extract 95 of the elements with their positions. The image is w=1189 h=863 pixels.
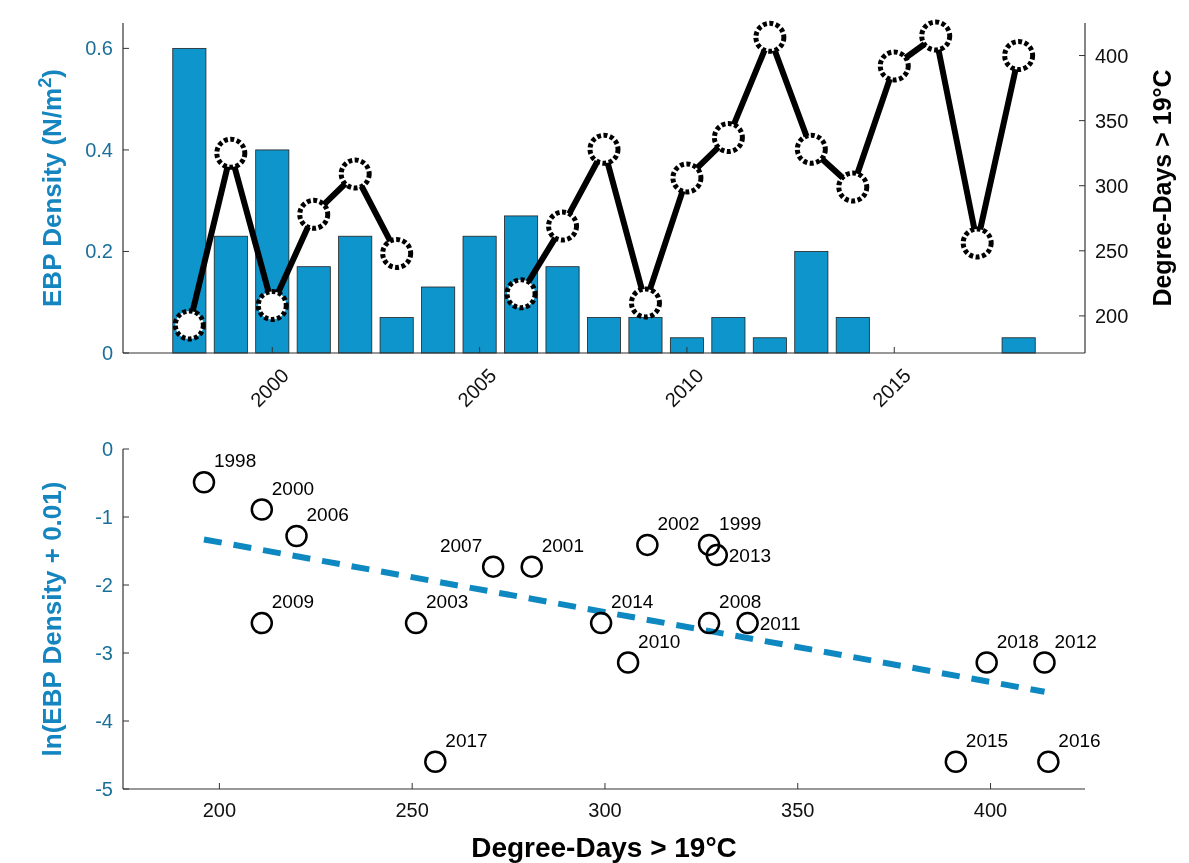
annotation: 2016 bbox=[1058, 729, 1101, 751]
x-tick-label: 200 bbox=[202, 799, 237, 821]
point bbox=[919, 19, 953, 53]
point bbox=[380, 236, 414, 270]
y-tick-label: 0.4 bbox=[85, 138, 113, 161]
y-tick-label: 0 bbox=[101, 438, 113, 460]
annotation: 2018 bbox=[996, 630, 1039, 652]
bar bbox=[213, 235, 248, 354]
annotation: 2017 bbox=[445, 729, 488, 751]
bar bbox=[379, 317, 414, 354]
annotation: 2000 bbox=[271, 477, 315, 499]
point bbox=[338, 157, 372, 191]
point bbox=[736, 611, 759, 635]
point bbox=[481, 555, 505, 578]
point bbox=[975, 651, 998, 674]
bar bbox=[587, 317, 621, 354]
annotation: 2015 bbox=[965, 729, 1009, 751]
y-axis-title: ln(EBP Density + 0.01) bbox=[37, 481, 67, 757]
point bbox=[172, 308, 206, 342]
y-tick-label: 0 bbox=[101, 342, 113, 364]
point bbox=[424, 750, 447, 774]
y2-axis-title: Degree-Days > 19°C bbox=[1148, 69, 1176, 307]
point bbox=[589, 611, 613, 635]
bar bbox=[462, 235, 497, 354]
bar bbox=[669, 337, 704, 354]
annotation: 2009 bbox=[271, 591, 315, 613]
y2-tick-label: 200 bbox=[1095, 304, 1129, 327]
y-tick-label: -4 bbox=[95, 710, 113, 732]
annotation: 2014 bbox=[611, 591, 654, 613]
bar bbox=[794, 251, 829, 354]
annotation: 2012 bbox=[1054, 630, 1097, 652]
point bbox=[1002, 39, 1036, 73]
point bbox=[670, 161, 704, 195]
point bbox=[214, 136, 248, 170]
x-tick-label: 300 bbox=[588, 799, 622, 821]
point bbox=[705, 543, 729, 567]
x-tick-label: 350 bbox=[781, 799, 815, 821]
point bbox=[753, 20, 787, 54]
bar bbox=[752, 337, 787, 354]
annotation: 1999 bbox=[719, 512, 762, 534]
point bbox=[285, 524, 308, 548]
point bbox=[877, 49, 911, 83]
y-tick-label: -5 bbox=[95, 778, 113, 800]
x-axis-title: Degree-Days > 19°C bbox=[471, 832, 737, 863]
point bbox=[697, 611, 721, 635]
annotation: 2007 bbox=[439, 534, 483, 556]
point bbox=[636, 533, 659, 557]
annotation: 2011 bbox=[759, 613, 801, 635]
y-tick-label: 0.2 bbox=[85, 240, 113, 263]
annotation: 2006 bbox=[306, 504, 349, 526]
y-tick-label: -2 bbox=[95, 574, 113, 596]
y-tick-label: -1 bbox=[95, 506, 113, 528]
bar bbox=[711, 317, 746, 354]
annotation: 1998 bbox=[213, 450, 257, 472]
bar bbox=[421, 286, 456, 354]
point bbox=[587, 132, 621, 166]
y2-tick-label: 400 bbox=[1095, 44, 1129, 67]
y2-tick-label: 300 bbox=[1095, 174, 1129, 197]
bar bbox=[628, 317, 663, 354]
point bbox=[255, 288, 289, 322]
x-tick-label: 400 bbox=[973, 799, 1008, 821]
point bbox=[836, 170, 870, 204]
point bbox=[944, 750, 968, 774]
bar bbox=[1001, 337, 1036, 354]
bar bbox=[296, 266, 331, 354]
point bbox=[546, 209, 580, 243]
point bbox=[297, 197, 331, 231]
annotation: 2001 bbox=[541, 534, 584, 556]
point bbox=[697, 533, 721, 557]
annotation: 2002 bbox=[657, 512, 700, 534]
point bbox=[520, 555, 543, 578]
point bbox=[250, 498, 274, 521]
point bbox=[616, 651, 640, 674]
point bbox=[1037, 750, 1060, 774]
point bbox=[404, 611, 428, 635]
point bbox=[192, 471, 216, 494]
annotation: 2010 bbox=[638, 630, 681, 652]
y-tick-label: -3 bbox=[95, 642, 113, 664]
point bbox=[504, 277, 538, 311]
point bbox=[960, 226, 994, 260]
point bbox=[794, 132, 828, 166]
annotation: 2008 bbox=[719, 591, 762, 613]
annotation: 2013 bbox=[728, 545, 772, 567]
x-tick-label: 250 bbox=[395, 799, 429, 821]
bar bbox=[545, 266, 580, 354]
point bbox=[1033, 651, 1056, 674]
y2-tick-label: 350 bbox=[1095, 109, 1129, 132]
annotation: 2003 bbox=[426, 591, 469, 613]
y-tick-label: 0.6 bbox=[85, 37, 113, 60]
point bbox=[711, 121, 745, 155]
bar bbox=[835, 317, 870, 354]
bar bbox=[338, 235, 373, 354]
point bbox=[250, 611, 274, 635]
point bbox=[628, 286, 662, 320]
y2-tick-label: 250 bbox=[1095, 239, 1129, 262]
